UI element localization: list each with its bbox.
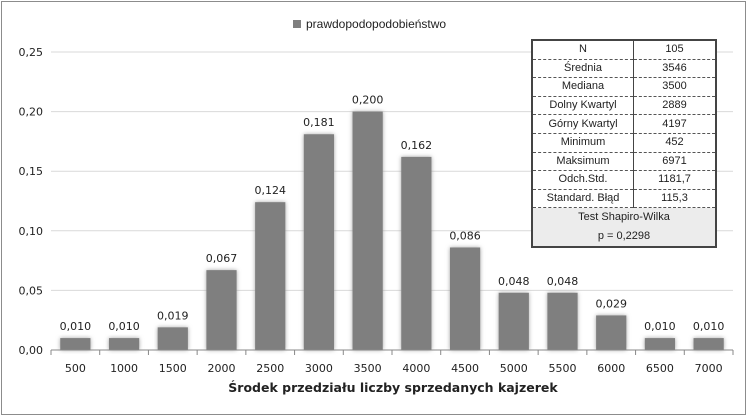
bar bbox=[157, 327, 188, 350]
bar bbox=[644, 338, 676, 350]
stats-label: Odch.Std. bbox=[533, 170, 634, 190]
x-tick-label: 6000 bbox=[597, 362, 625, 375]
bar bbox=[401, 156, 432, 350]
x-tick-label: 7000 bbox=[695, 362, 723, 375]
stats-row: Górny Kwartyl 4197 bbox=[533, 114, 715, 134]
bar bbox=[596, 315, 627, 350]
stats-value: 4197 bbox=[633, 114, 715, 134]
y-tick-label: 0,25 bbox=[19, 46, 44, 59]
bar bbox=[498, 292, 529, 350]
stats-label: Średnia bbox=[533, 59, 634, 79]
bar bbox=[547, 292, 578, 350]
data-label: 0,067 bbox=[206, 252, 238, 265]
data-label: 0,010 bbox=[644, 320, 676, 333]
statistics-table: N 105 Średnia 3546 Mediana 3500 Dolny Kwartyl 2… bbox=[531, 39, 717, 249]
stats-value: 3500 bbox=[633, 77, 715, 97]
legend: prawdopodopodobieństwo bbox=[293, 15, 446, 33]
x-tick-label: 5000 bbox=[500, 362, 528, 375]
y-tick-label: 0,00 bbox=[19, 344, 44, 357]
stats-label: Dolny Kwartyl bbox=[533, 96, 634, 116]
stats-value: 1181,7 bbox=[633, 170, 715, 190]
data-label: 0,200 bbox=[352, 94, 384, 107]
data-label: 0,162 bbox=[401, 139, 433, 152]
shapiro-wilk-test: Test Shapiro-Wilka p = 0,2298 bbox=[533, 208, 715, 247]
x-axis-title: Środek przedziału liczby sprzedanych kaj… bbox=[228, 380, 558, 395]
stats-row: Mediana 3500 bbox=[533, 77, 715, 97]
stats-value: 115,3 bbox=[633, 189, 715, 209]
data-label: 0,048 bbox=[547, 275, 579, 288]
stats-label: Górny Kwartyl bbox=[533, 114, 634, 134]
x-tick-label: 4500 bbox=[451, 362, 479, 375]
bar bbox=[449, 247, 481, 350]
x-tick-label: 1000 bbox=[110, 362, 138, 375]
x-tick-label: 500 bbox=[65, 362, 86, 375]
stats-value: 105 bbox=[633, 41, 715, 60]
stats-row: Standard. Błąd 115,3 bbox=[533, 189, 715, 209]
bar bbox=[303, 134, 335, 350]
bar bbox=[352, 111, 383, 350]
stats-value: 2889 bbox=[633, 96, 715, 116]
data-label: 0,086 bbox=[449, 229, 481, 242]
y-tick-label: 0,20 bbox=[19, 106, 44, 119]
y-tick-label: 0,15 bbox=[19, 165, 44, 178]
bar bbox=[108, 338, 140, 350]
x-tick-label: 1500 bbox=[159, 362, 187, 375]
data-label: 0,048 bbox=[498, 275, 530, 288]
stats-value: 3546 bbox=[633, 59, 715, 79]
y-tick-label: 0,05 bbox=[19, 284, 44, 297]
x-tick-label: 2000 bbox=[208, 362, 236, 375]
x-tick-label: 4000 bbox=[402, 362, 430, 375]
stats-label: Maksimum bbox=[533, 152, 634, 172]
stats-label: Standard. Błąd bbox=[533, 189, 634, 209]
x-axis-ticks: 500 1000 1500 2000 2500 3000 3500 4000 4500 5000 5… bbox=[50, 350, 734, 375]
data-label: 0,010 bbox=[60, 320, 92, 333]
bars bbox=[60, 111, 724, 350]
bar bbox=[255, 202, 286, 350]
data-label: 0,029 bbox=[595, 297, 627, 310]
stats-row: N 105 bbox=[533, 41, 715, 60]
stats-row: Średnia 3546 bbox=[533, 59, 715, 79]
stats-row: Maksimum 6971 bbox=[533, 152, 715, 172]
x-tick-label: 6500 bbox=[646, 362, 674, 375]
stats-row: Minimum 452 bbox=[533, 133, 715, 153]
bar bbox=[206, 270, 237, 350]
data-labels: 0,010 0,010 0,019 0,067 0,124 0,181 0,200 0,162… bbox=[60, 94, 725, 333]
data-label: 0,124 bbox=[254, 184, 286, 197]
legend-label: prawdopodopodobieństwo bbox=[306, 17, 447, 31]
test-result: p = 0,2298 bbox=[597, 230, 651, 243]
stats-label: Mediana bbox=[533, 77, 634, 97]
x-tick-label: 2500 bbox=[256, 362, 284, 375]
data-label: 0,010 bbox=[108, 320, 140, 333]
data-label: 0,010 bbox=[693, 320, 725, 333]
bar bbox=[693, 338, 724, 350]
bar bbox=[60, 338, 91, 350]
data-label: 0,181 bbox=[303, 116, 335, 129]
data-label: 0,019 bbox=[157, 309, 189, 322]
test-title: Test Shapiro-Wilka bbox=[578, 211, 670, 224]
stats-label: N bbox=[533, 41, 634, 60]
stats-value: 6971 bbox=[633, 152, 715, 172]
x-tick-label: 5500 bbox=[549, 362, 577, 375]
x-tick-label: 3000 bbox=[305, 362, 333, 375]
stats-row: Odch.Std. 1181,7 bbox=[533, 170, 715, 190]
x-tick-label: 3500 bbox=[354, 362, 382, 375]
legend-swatch bbox=[293, 20, 301, 28]
stats-row: Dolny Kwartyl 2889 bbox=[533, 96, 715, 116]
y-axis-ticks: 0,00 0,05 0,10 0,15 0,20 0,25 bbox=[19, 46, 44, 357]
y-tick-label: 0,10 bbox=[19, 225, 44, 238]
stats-label: Minimum bbox=[533, 133, 634, 153]
stats-value: 452 bbox=[633, 133, 715, 153]
